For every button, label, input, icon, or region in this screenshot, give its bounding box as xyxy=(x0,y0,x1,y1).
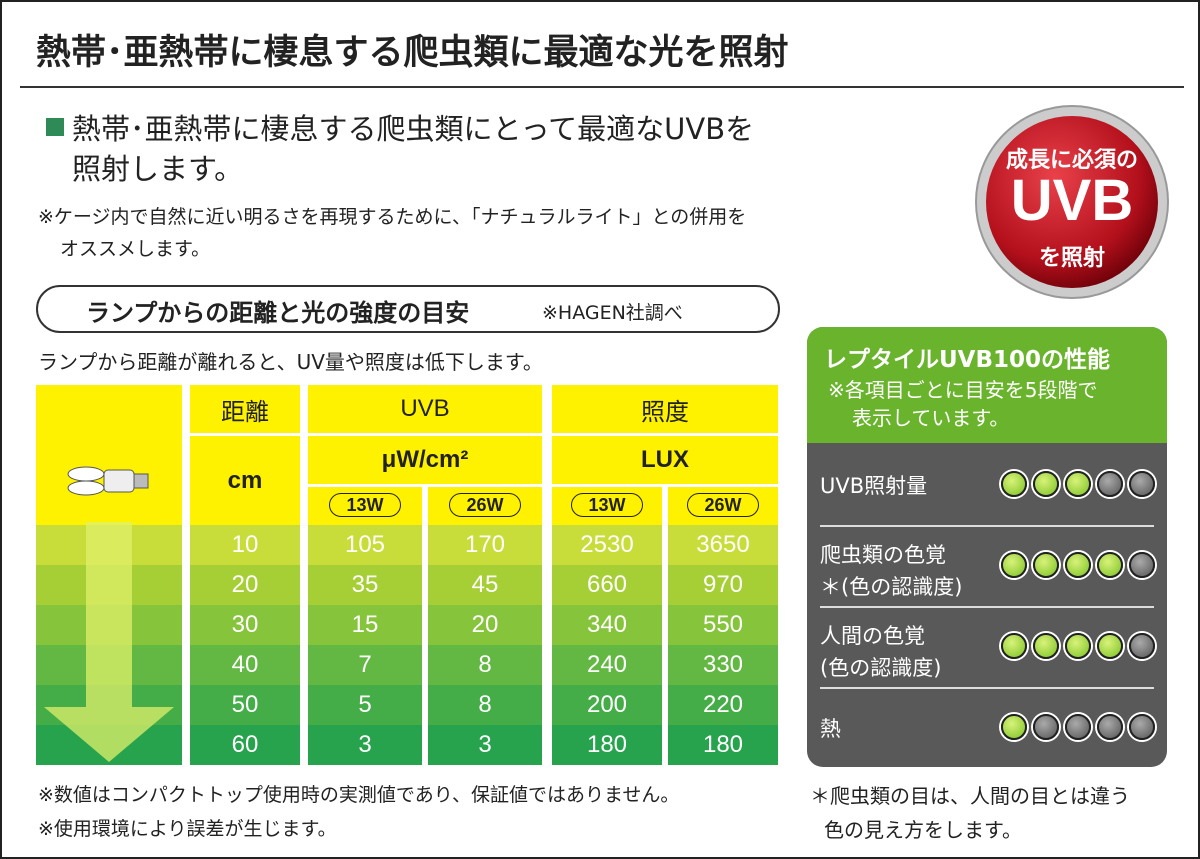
rating-dot xyxy=(1065,714,1091,740)
table-cell: 8 xyxy=(428,645,542,685)
table-cell: 20 xyxy=(190,565,300,605)
rating-dot xyxy=(1033,552,1059,578)
table-cell: 180 xyxy=(552,725,662,765)
arrow xyxy=(44,466,174,762)
table-cell: 240 xyxy=(552,645,662,685)
table-cell: 330 xyxy=(668,645,778,685)
table-cell: 180 xyxy=(668,725,778,765)
rating-dot xyxy=(1097,552,1123,578)
panel-header xyxy=(807,327,1167,443)
table-cell: 20 xyxy=(428,605,542,645)
table-cell: 660 xyxy=(552,565,662,605)
rating-dot xyxy=(1033,471,1059,497)
table-cell: 40 xyxy=(190,645,300,685)
rating-dot xyxy=(1097,633,1123,659)
table-cell: 10 xyxy=(190,525,300,565)
divider xyxy=(820,525,1154,527)
rating-dot xyxy=(1097,714,1123,740)
panel xyxy=(807,327,1167,767)
table-cell: 970 xyxy=(668,565,778,605)
badge-line: 成長に必須の xyxy=(1005,148,1138,173)
panel-subtitle: 表示しています。 xyxy=(852,406,1010,430)
table-cell: 7 xyxy=(308,645,422,685)
header-cell: LUX xyxy=(552,436,778,484)
rating-dot xyxy=(1065,552,1091,578)
panel-subtitle: ※各項目ごとに目安を5段階で xyxy=(828,378,1098,402)
rating-dot xyxy=(1065,633,1091,659)
note-line: オススメします。 xyxy=(60,238,211,260)
rating-dot xyxy=(1129,633,1155,659)
divider xyxy=(820,606,1154,608)
rating-dot xyxy=(1129,714,1155,740)
table-cell: 35 xyxy=(308,565,422,605)
table-cell: 550 xyxy=(668,605,778,645)
badge-line: を照射 xyxy=(1038,246,1105,271)
header-cell: 照度 xyxy=(552,385,778,433)
item-label: 熱 xyxy=(820,717,841,741)
rating-dot xyxy=(1001,633,1027,659)
watt-label: 13W xyxy=(571,493,643,517)
header-cell: 距離 xyxy=(190,385,300,433)
header-cell: μW/cm² xyxy=(308,436,542,484)
rule xyxy=(20,86,1184,88)
badge-line: UVB xyxy=(1010,168,1134,233)
watt-label: 26W xyxy=(449,493,521,517)
footnote: ※数値はコンパクトトップ使用時の実測値であり、保証値ではありません。 xyxy=(38,784,680,806)
item-label: UVB照射量 xyxy=(820,474,928,498)
table-cell: 30 xyxy=(190,605,300,645)
table-cell: 170 xyxy=(428,525,542,565)
table-cell: 200 xyxy=(552,685,662,725)
rating-dot xyxy=(1065,471,1091,497)
note-line: ※ケージ内で自然に近い明るさを再現するために、「ナチュラルライト」との併用を xyxy=(38,206,747,228)
panel-footnote: ＊爬虫類の目は、人間の目とは違う xyxy=(810,784,1130,808)
item-label: 爬虫類の色覚 xyxy=(820,543,946,567)
rating-dot xyxy=(1033,714,1059,740)
item-label: 人間の色覚 xyxy=(820,624,925,648)
header-cell: cm xyxy=(190,436,300,525)
table-cell: 105 xyxy=(308,525,422,565)
section-title: ランプからの距離と光の強度の目安 xyxy=(86,299,470,327)
bullet xyxy=(46,118,64,136)
watt-label: 26W xyxy=(687,493,759,517)
footnote: ※使用環境により誤差が生じます。 xyxy=(38,818,337,840)
rating-dot xyxy=(1001,471,1027,497)
section-source: ※HAGEN社調べ xyxy=(542,302,683,324)
panel-footnote: 色の見え方をします。 xyxy=(824,818,1022,842)
header-cell: UVB xyxy=(308,385,542,433)
section-pill xyxy=(36,285,780,333)
table-cell: 50 xyxy=(190,685,300,725)
title: 熱帯･亜熱帯に棲息する爬虫類に最適な光を照射 xyxy=(36,33,789,73)
table-cell: 8 xyxy=(428,685,542,725)
table-cell: 2530 xyxy=(552,525,662,565)
lead-line: 熱帯･亜熱帯に棲息する爬虫類にとって最適なUVBを xyxy=(72,112,755,146)
rating-dot xyxy=(1001,552,1027,578)
rating-dot xyxy=(1129,552,1155,578)
table-cell: 3 xyxy=(308,725,422,765)
badge xyxy=(975,105,1169,299)
table-cell: 3650 xyxy=(668,525,778,565)
lead-line: 照射します。 xyxy=(72,152,244,186)
divider xyxy=(820,687,1154,689)
table-cell: 45 xyxy=(428,565,542,605)
table-cell: 60 xyxy=(190,725,300,765)
table-cell: 15 xyxy=(308,605,422,645)
item-label: (色の認識度) xyxy=(820,656,942,680)
table-cell: 220 xyxy=(668,685,778,725)
rating-dot xyxy=(1033,633,1059,659)
item-label: ＊(色の認識度) xyxy=(820,575,963,599)
panel-title: レプタイルUVB100の性能 xyxy=(824,347,1111,373)
rating-dot xyxy=(1097,471,1123,497)
table-cell: 340 xyxy=(552,605,662,645)
table-cell: 5 xyxy=(308,685,422,725)
watt-label: 13W xyxy=(329,493,401,517)
header-bg xyxy=(36,385,182,525)
table-intro: ランプから距離が離れると、UV量や照度は低下します。 xyxy=(38,350,543,374)
table-cell: 3 xyxy=(428,725,542,765)
rating-dot xyxy=(1001,714,1027,740)
rating-dot xyxy=(1129,471,1155,497)
